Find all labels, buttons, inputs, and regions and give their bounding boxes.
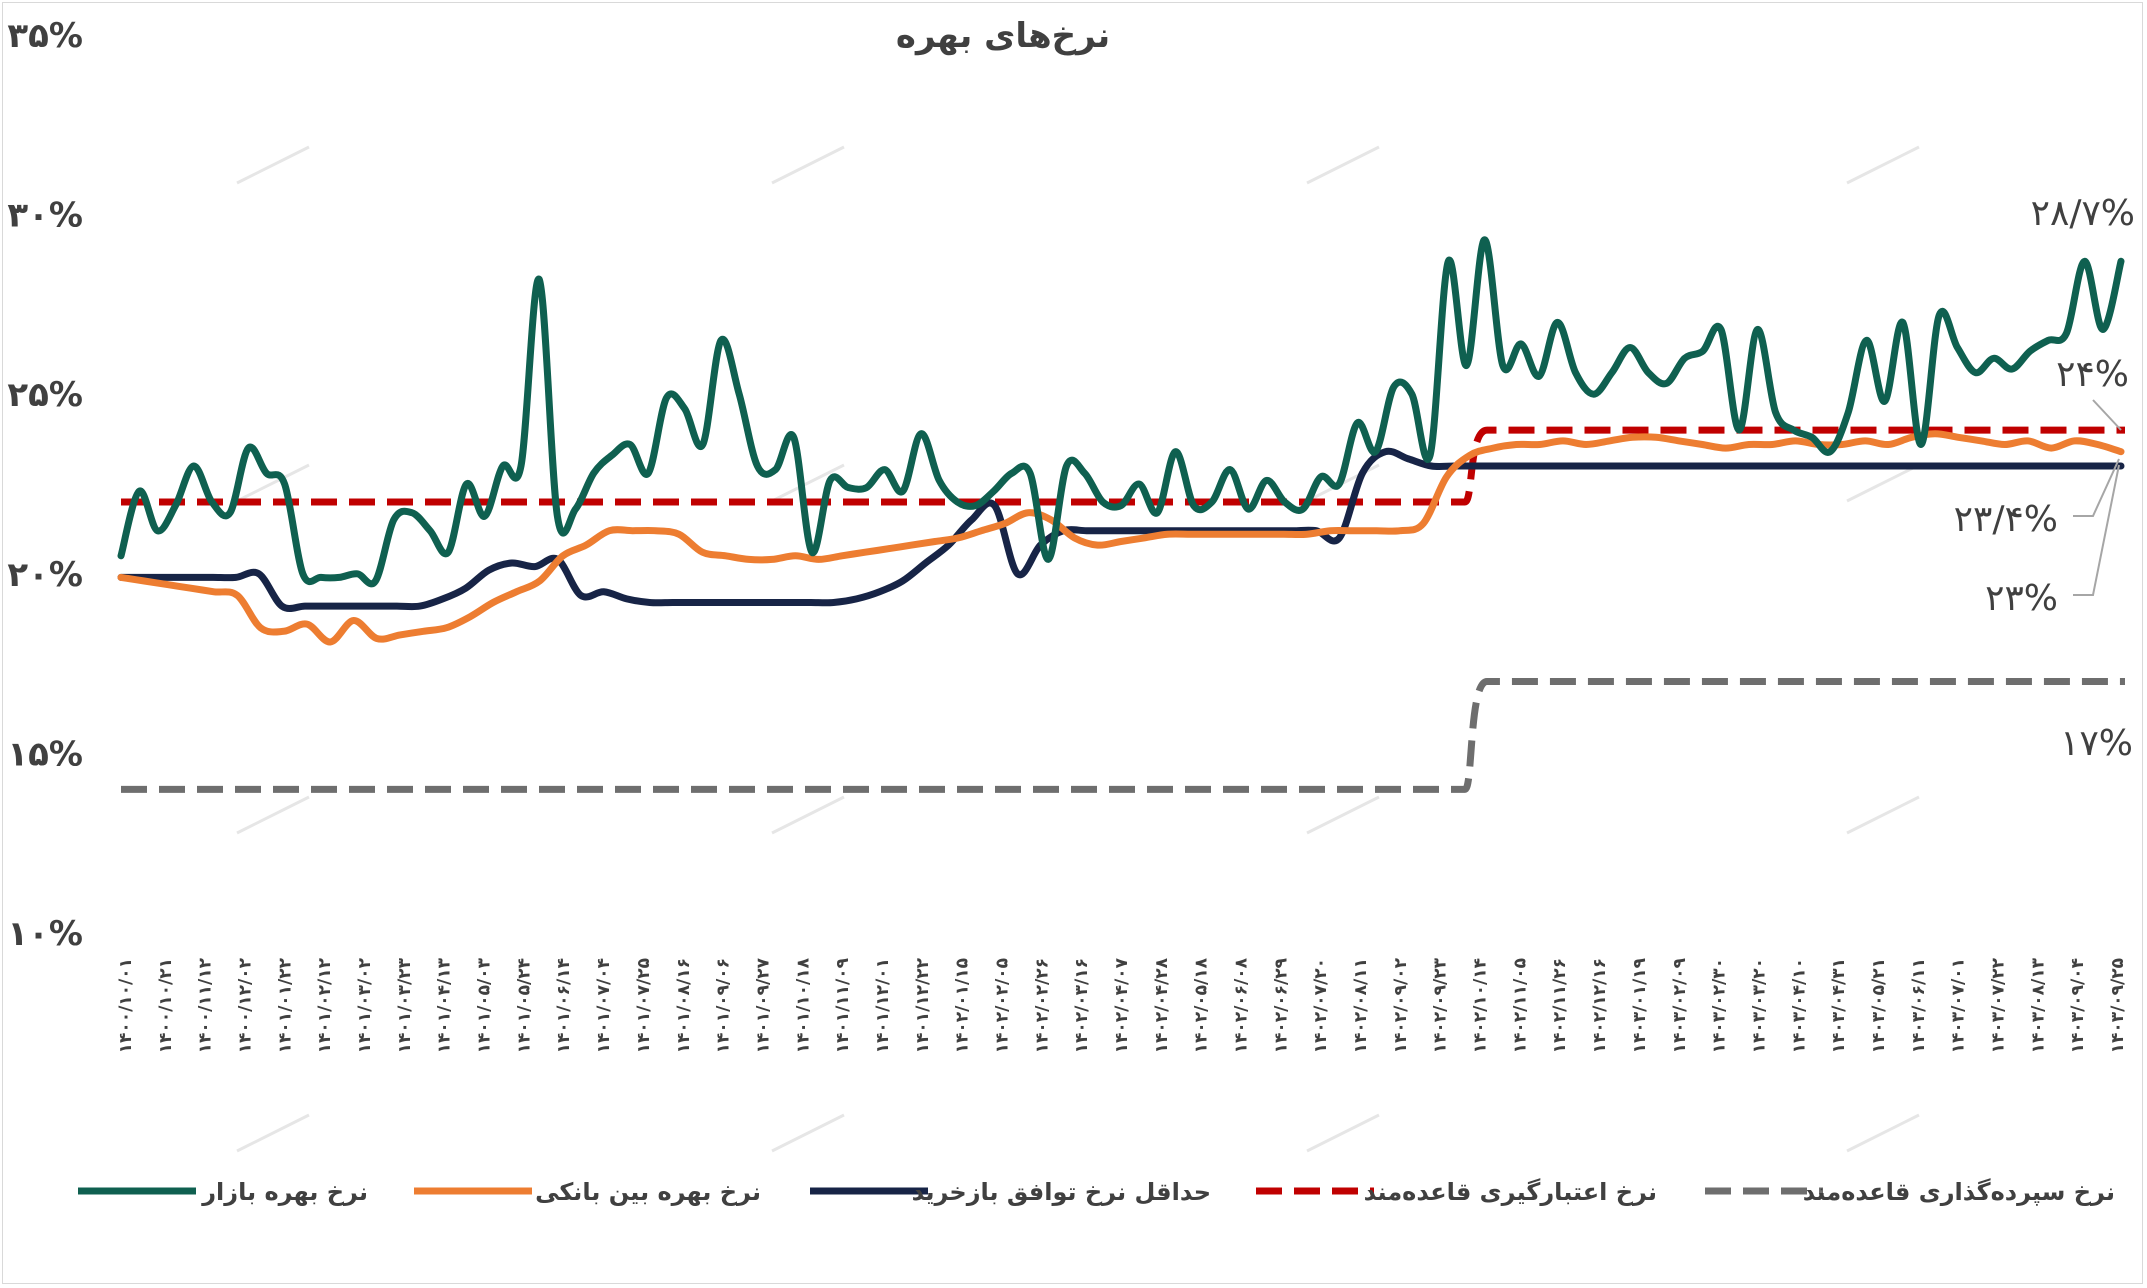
x-tick-label: ۱۴۰۱/۱۲/۰۱ <box>873 958 893 1053</box>
x-tick-label: ۱۴۰۱/۱۱/۰۹ <box>833 957 853 1053</box>
leader-line <box>2073 458 2120 517</box>
x-tick-label: ۱۴۰۲/۰۸/۱۱ <box>1351 958 1371 1053</box>
legend-label: نرخ اعتبارگیری قاعده‌مند <box>1364 1178 1657 1206</box>
legend-label: نرخ بهره بین بانکی <box>535 1178 761 1206</box>
leader-line <box>2092 399 2122 431</box>
annotation-label: ۲۴% <box>2056 354 2129 395</box>
x-tick-label: ۱۴۰۲/۰۳/۱۶ <box>1072 958 1092 1053</box>
legend-label: نرخ سپرده‌گذاری قاعده‌مند <box>1803 1178 2115 1206</box>
watermark-mark <box>771 463 845 503</box>
watermark-mark <box>1846 795 1920 835</box>
annotation-label: ۲۳/۴% <box>1954 499 2058 540</box>
x-tick-label: ۱۴۰۱/۰۸/۱۶ <box>674 958 694 1053</box>
series-line-0 <box>117 236 2125 588</box>
y-tick-label: ۳۰% <box>7 196 83 236</box>
watermark-mark <box>236 145 310 185</box>
x-tick-label: ۱۴۰۲/۰۶/۰۸ <box>1232 957 1252 1053</box>
watermark-mark <box>1306 795 1380 835</box>
series-layer <box>117 236 2125 793</box>
x-tick-label: ۱۴۰۱/۱۲/۲۲ <box>913 957 933 1053</box>
annotation-label: ۱۷% <box>2060 723 2133 764</box>
series-line-1 <box>117 430 2125 646</box>
y-axis: ۱۰% ۱۵% ۲۰% ۲۵% ۳۰% ۳۵% <box>7 16 83 954</box>
annotation-layer: ۲۸/۷% ۲۴% ۲۳/۴% ۲۳% ۱۷% <box>1954 193 2135 764</box>
x-tick-label: ۱۴۰۳/۰۲/۳۰ <box>1710 958 1730 1053</box>
x-tick-label: ۱۴۰۲/۰۵/۱۸ <box>1192 957 1212 1053</box>
x-tick-label: ۱۴۰۳/۰۹/۰۴ <box>2068 958 2088 1053</box>
watermark-mark <box>1846 1113 1920 1153</box>
x-tick-label: ۱۴۰۱/۰۱/۲۲ <box>275 957 295 1053</box>
legend-label: نرخ بهره بازار <box>201 1178 368 1206</box>
watermark-mark <box>1306 145 1380 185</box>
x-tick-label: ۱۴۰۳/۰۹/۲۵ <box>2108 958 2128 1053</box>
y-tick-label: ۱۵% <box>7 734 83 774</box>
x-tick-label: ۱۴۰۲/۰۹/۰۲ <box>1391 957 1411 1053</box>
x-tick-label: ۱۴۰۱/۰۳/۲۳ <box>395 957 415 1053</box>
x-tick-label: ۱۴۰۳/۰۲/۰۹ <box>1670 957 1690 1053</box>
series-line-4 <box>121 678 2125 793</box>
x-tick-label: ۱۴۰۰/۱۱/۱۲ <box>196 957 216 1053</box>
watermark-mark <box>236 1113 310 1153</box>
legend-label: حداقل نرخ توافق بازخرید <box>912 1178 1211 1206</box>
legend: نرخ بهره بازار نرخ بهره بین بانکی حداقل نر… <box>78 1178 2115 1206</box>
x-tick-label: ۱۴۰۰/۱۰/۲۱ <box>156 958 176 1053</box>
x-tick-label: ۱۴۰۳/۰۳/۲۰ <box>1749 958 1769 1053</box>
x-tick-label: ۱۴۰۲/۰۷/۲۰ <box>1311 958 1331 1053</box>
x-tick-label: ۱۴۰۱/۰۴/۱۳ <box>435 957 455 1053</box>
watermark-mark <box>1846 145 1920 185</box>
annotation-label: ۲۸/۷% <box>2031 193 2135 234</box>
x-tick-label: ۱۴۰۲/۰۴/۲۸ <box>1152 957 1172 1053</box>
interest-rates-chart: نرخ‌های بهره ۱۰% ۱۵% ۲۰% ۲۵% ۳۰% ۳۵% ۱۴۰۰/۱۰/… <box>7 16 2135 1206</box>
watermark-mark <box>236 463 310 503</box>
watermark-mark <box>236 795 310 835</box>
x-tick-label: ۱۴۰۲/۱۱/۲۶ <box>1550 958 1570 1053</box>
x-tick-label: ۱۴۰۱/۰۹/۲۷ <box>753 957 773 1053</box>
watermark-mark <box>771 145 845 185</box>
watermark-layer <box>236 145 1920 1153</box>
x-tick-label: ۱۴۰۲/۰۴/۰۷ <box>1112 957 1132 1053</box>
x-tick-label: ۱۴۰۲/۰۹/۲۳ <box>1431 957 1451 1053</box>
watermark-mark <box>1306 1113 1380 1153</box>
x-tick-label: ۱۴۰۱/۰۹/۰۶ <box>714 958 734 1053</box>
x-tick-label: ۱۴۰۳/۰۴/۳۱ <box>1829 958 1849 1053</box>
x-tick-label: ۱۴۰۱/۰۵/۰۳ <box>475 957 495 1053</box>
x-tick-label: ۱۴۰۳/۰۷/۲۲ <box>1988 957 2008 1053</box>
x-tick-label: ۱۴۰۱/۰۶/۱۴ <box>554 958 574 1053</box>
y-tick-label: ۱۰% <box>7 914 83 954</box>
x-tick-label: ۱۴۰۱/۰۷/۰۴ <box>594 958 614 1053</box>
annotation-label: ۲۳% <box>1985 578 2058 619</box>
x-tick-label: ۱۴۰۱/۰۵/۲۴ <box>514 958 534 1053</box>
y-tick-label: ۳۵% <box>7 16 83 56</box>
leader-line <box>2073 464 2120 596</box>
x-tick-label: ۱۴۰۰/۱۰/۰۱ <box>116 958 136 1053</box>
y-tick-label: ۲۰% <box>7 555 83 595</box>
x-tick-label: ۱۴۰۱/۰۳/۰۲ <box>355 957 375 1053</box>
x-tick-label: ۱۴۰۲/۰۱/۱۵ <box>953 958 973 1053</box>
x-tick-label: ۱۴۰۲/۱۱/۰۵ <box>1510 958 1530 1053</box>
x-tick-label: ۱۴۰۳/۰۶/۱۱ <box>1909 958 1929 1053</box>
x-tick-label: ۱۴۰۱/۱۰/۱۸ <box>793 957 813 1053</box>
x-tick-label: ۱۴۰۱/۰۲/۱۲ <box>315 957 335 1053</box>
x-tick-label: ۱۴۰۰/۱۲/۰۲ <box>236 957 256 1053</box>
x-tick-label: ۱۴۰۳/۰۸/۱۳ <box>2028 957 2048 1053</box>
x-tick-label: ۱۴۰۳/۰۷/۰۱ <box>1949 958 1969 1053</box>
x-tick-label: ۱۴۰۱/۰۷/۲۵ <box>634 958 654 1053</box>
x-tick-label: ۱۴۰۲/۱۲/۱۶ <box>1590 958 1610 1053</box>
x-tick-label: ۱۴۰۲/۰۶/۲۹ <box>1271 957 1291 1053</box>
x-tick-label: ۱۴۰۳/۰۵/۲۱ <box>1869 958 1889 1053</box>
series-line-2 <box>117 447 2125 612</box>
x-tick-label: ۱۴۰۲/۰۲/۲۶ <box>1032 958 1052 1053</box>
watermark-mark <box>1846 463 1920 503</box>
watermark-mark <box>771 795 845 835</box>
x-tick-label: ۱۴۰۳/۰۴/۱۰ <box>1789 958 1809 1053</box>
y-tick-label: ۲۵% <box>7 375 83 415</box>
x-axis: ۱۴۰۰/۱۰/۰۱ ۱۴۰۰/۱۰/۲۱ ۱۴۰۰/۱۱/۱۲ ۱۴۰۰/۱۲/۰۲… <box>116 957 2128 1053</box>
x-tick-label: ۱۴۰۲/۱۰/۱۴ <box>1471 958 1491 1053</box>
chart-title: نرخ‌های بهره <box>896 16 1110 56</box>
x-tick-label: ۱۴۰۳/۰۱/۱۹ <box>1630 957 1650 1053</box>
x-tick-label: ۱۴۰۲/۰۲/۰۵ <box>992 958 1012 1053</box>
watermark-mark <box>771 1113 845 1153</box>
